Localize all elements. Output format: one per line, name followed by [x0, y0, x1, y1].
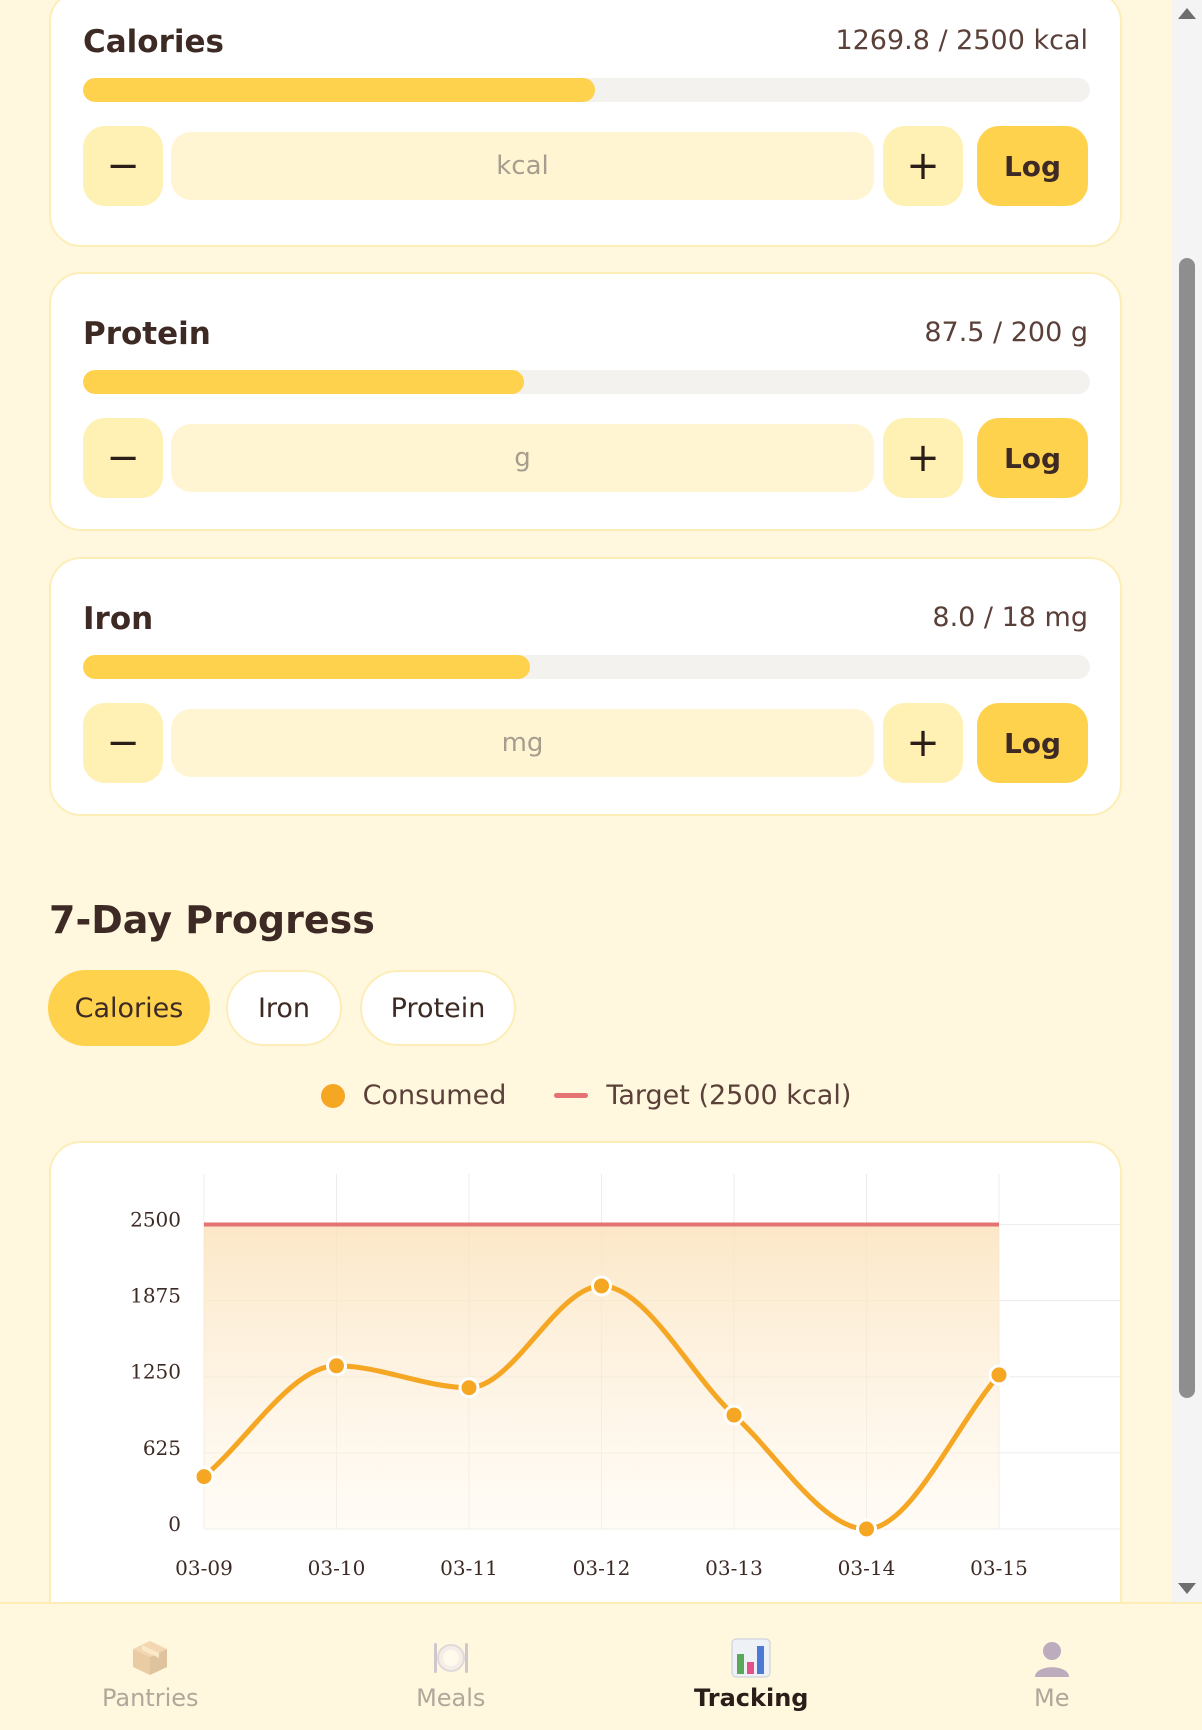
data-point: [193, 1466, 215, 1488]
nav-tracking[interactable]: Tracking: [601, 1604, 902, 1730]
nutrient-amount: 87.5 / 200 g: [924, 317, 1088, 348]
nav-label: Me: [1034, 1684, 1070, 1712]
nav-meals[interactable]: Meals: [301, 1604, 602, 1730]
target-marker: [554, 1093, 589, 1098]
data-point: [591, 1275, 612, 1297]
scroll-up-arrow-icon[interactable]: [1178, 8, 1196, 19]
data-point: [326, 1355, 347, 1377]
scroll-down-arrow-icon[interactable]: [1178, 1583, 1196, 1594]
data-point: [988, 1364, 1010, 1386]
y-tick-label: 2500: [130, 1207, 181, 1231]
amount-input[interactable]: [171, 709, 874, 777]
amount-input[interactable]: [171, 424, 874, 492]
nav-pantries[interactable]: Pantries: [0, 1604, 301, 1730]
person-icon: [1032, 1638, 1072, 1678]
log-button[interactable]: Log: [977, 126, 1088, 206]
bottom-nav: Pantries Meals Tracking: [0, 1602, 1202, 1730]
x-tick-label: 03-09: [175, 1556, 233, 1580]
nutrient-amount: 1269.8 / 2500 kcal: [835, 25, 1088, 56]
nutrient-name: Protein: [83, 316, 211, 352]
data-point: [856, 1518, 877, 1540]
progress-bar: [83, 370, 1090, 394]
plate-icon: [431, 1638, 471, 1678]
increment-button[interactable]: +: [883, 418, 963, 498]
x-tick-label: 03-10: [308, 1556, 366, 1580]
legend-consumed: Consumed: [320, 1080, 507, 1111]
log-button[interactable]: Log: [977, 418, 1088, 498]
decrement-button[interactable]: −: [83, 418, 163, 498]
legend-consumed-label: Consumed: [362, 1080, 507, 1111]
log-button[interactable]: Log: [977, 703, 1088, 783]
progress-fill: [83, 78, 595, 102]
legend-target-label: Target (2500 kcal): [606, 1080, 852, 1111]
tab-protein[interactable]: Protein: [360, 970, 516, 1046]
nutrient-amount: 8.0 / 18 mg: [932, 602, 1088, 633]
progress-bar: [83, 655, 1090, 679]
decrement-button[interactable]: −: [83, 126, 163, 206]
tab-iron[interactable]: Iron: [226, 970, 342, 1046]
iron-card: Iron 8.0 / 18 mg − + Log: [49, 557, 1122, 816]
bar-chart-icon: [731, 1638, 771, 1678]
chart-card: 0 625 1250 1875 2500 03-09 03-10 03-11 03-12 03-1…: [49, 1141, 1122, 1641]
y-tick-label: 1250: [130, 1360, 181, 1384]
increment-button[interactable]: +: [883, 126, 963, 206]
data-point: [458, 1377, 480, 1399]
nav-me[interactable]: Me: [902, 1604, 1202, 1730]
line-chart: 0 625 1250 1875 2500 03-09 03-10 03-11 03-12 03-1…: [130, 1174, 1120, 1580]
amount-input[interactable]: [171, 132, 874, 200]
decrement-button[interactable]: −: [83, 703, 163, 783]
scrollbar-thumb[interactable]: [1179, 258, 1195, 1398]
progress-fill: [83, 655, 531, 679]
calories-card: Calories 1269.8 / 2500 kcal − + Log: [49, 0, 1122, 247]
section-title: 7-Day Progress: [49, 898, 375, 942]
legend-target: Target (2500 kcal): [554, 1080, 851, 1111]
nav-label: Tracking: [694, 1684, 809, 1712]
nutrient-name: Iron: [83, 601, 154, 637]
y-tick-label: 0: [168, 1512, 181, 1536]
consumed-marker: [320, 1083, 345, 1108]
chart-legend: Consumed Target (2500 kcal): [0, 1080, 1172, 1111]
target-area: [204, 1224, 999, 1529]
x-tick-label: 03-12: [573, 1556, 631, 1580]
increment-button[interactable]: +: [883, 703, 963, 783]
x-tick-label: 03-11: [440, 1556, 498, 1580]
scrollbar[interactable]: [1172, 0, 1202, 1602]
box-icon: [130, 1638, 170, 1678]
nav-label: Meals: [416, 1684, 486, 1712]
x-tick-label: 03-14: [838, 1556, 896, 1580]
progress-fill: [83, 370, 524, 394]
nav-label: Pantries: [101, 1684, 199, 1712]
nutrient-name: Calories: [83, 24, 224, 60]
progress-bar: [83, 78, 1090, 102]
y-tick-label: 1875: [130, 1284, 181, 1308]
x-tick-label: 03-15: [970, 1556, 1028, 1580]
y-tick-label: 625: [143, 1436, 181, 1460]
tab-calories[interactable]: Calories: [48, 970, 210, 1046]
tracking-page: Calories 1269.8 / 2500 kcal − + Log Prot…: [0, 0, 1172, 1641]
protein-card: Protein 87.5 / 200 g − + Log: [49, 272, 1122, 531]
data-point: [723, 1404, 745, 1426]
x-tick-label: 03-13: [705, 1556, 763, 1580]
